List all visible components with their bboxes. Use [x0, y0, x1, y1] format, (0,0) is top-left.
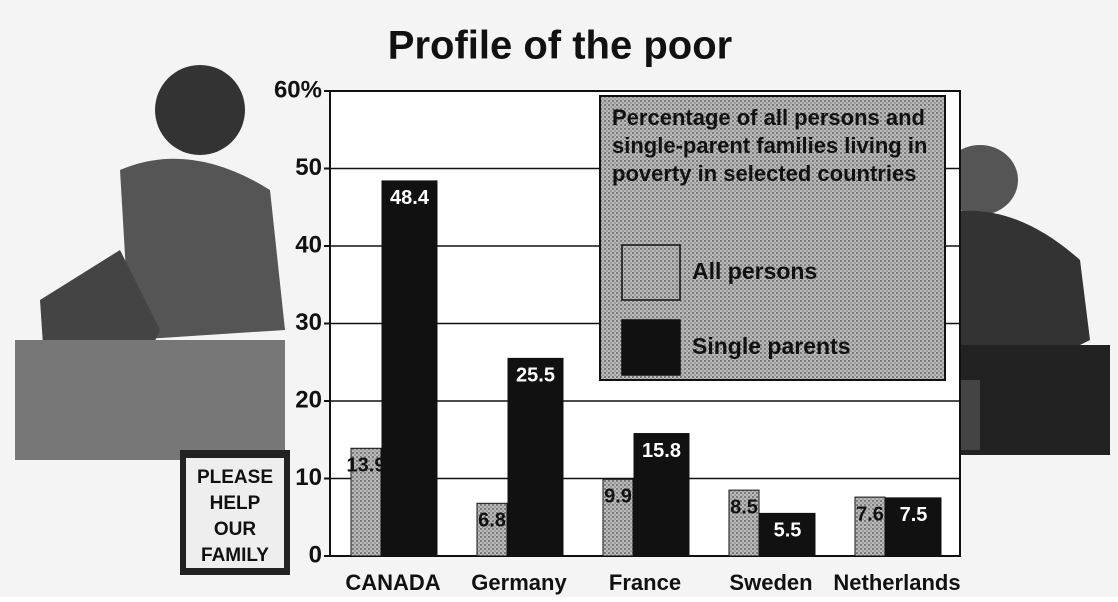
sign-text: FAMILY [201, 545, 269, 566]
bar [476, 502, 508, 557]
x-tick-label: CANADA [345, 570, 440, 595]
value-label: 9.9 [604, 486, 632, 508]
sign-text: HELP [210, 493, 261, 514]
y-tick-label: 20 [295, 386, 322, 413]
x-tick-label: Netherlands [833, 570, 960, 595]
value-label: 15.8 [642, 440, 681, 462]
bar [507, 357, 564, 557]
sign-text: OUR [214, 519, 257, 540]
value-label: 25.5 [516, 365, 555, 387]
value-label: 7.5 [900, 504, 928, 526]
y-tick-label: 0 [309, 541, 322, 568]
legend: Percentage of all persons and single-par… [599, 95, 946, 381]
legend-label: All persons [692, 258, 817, 284]
sign-text: PLEASE [197, 467, 273, 488]
bars: CANADA 13.9 48.4 Germany 6.8 25.5 France 9.9 15.… [345, 180, 961, 595]
legend-items: All persons Single parents [621, 244, 850, 376]
y-tick-label: 50 [295, 154, 322, 181]
sign: PLEASE HELP OUR FAMILY [197, 467, 273, 566]
y-tick-label: 40 [295, 231, 322, 258]
y-tick-label: 30 [295, 309, 322, 336]
y-tick-label: 10 [295, 464, 322, 491]
value-label: 5.5 [774, 520, 802, 542]
bar [602, 478, 634, 557]
bar [759, 512, 816, 557]
x-tick-label: Sweden [729, 570, 812, 595]
x-tick-label: Germany [471, 570, 567, 595]
legend-title: Percentage of all persons and single-par… [612, 105, 928, 186]
photo-left [15, 65, 290, 575]
legend-swatch [621, 244, 681, 301]
value-label: 7.6 [856, 503, 884, 525]
bar [381, 180, 438, 557]
bar [350, 447, 382, 557]
legend-label: Single parents [692, 333, 850, 359]
bar [728, 489, 760, 557]
chart-title: Profile of the poor [388, 24, 732, 68]
x-tick-label: France [609, 570, 681, 595]
bar [633, 433, 690, 557]
legend-swatch [621, 319, 681, 376]
y-tick-label: 60% [274, 76, 322, 103]
value-label: 6.8 [478, 510, 506, 532]
value-label: 48.4 [390, 187, 430, 209]
bar [854, 496, 886, 557]
legend-title-box: Percentage of all persons and single-par… [612, 105, 928, 186]
bar [885, 497, 942, 557]
value-label: 8.5 [730, 496, 758, 518]
value-label: 13.9 [347, 455, 386, 477]
